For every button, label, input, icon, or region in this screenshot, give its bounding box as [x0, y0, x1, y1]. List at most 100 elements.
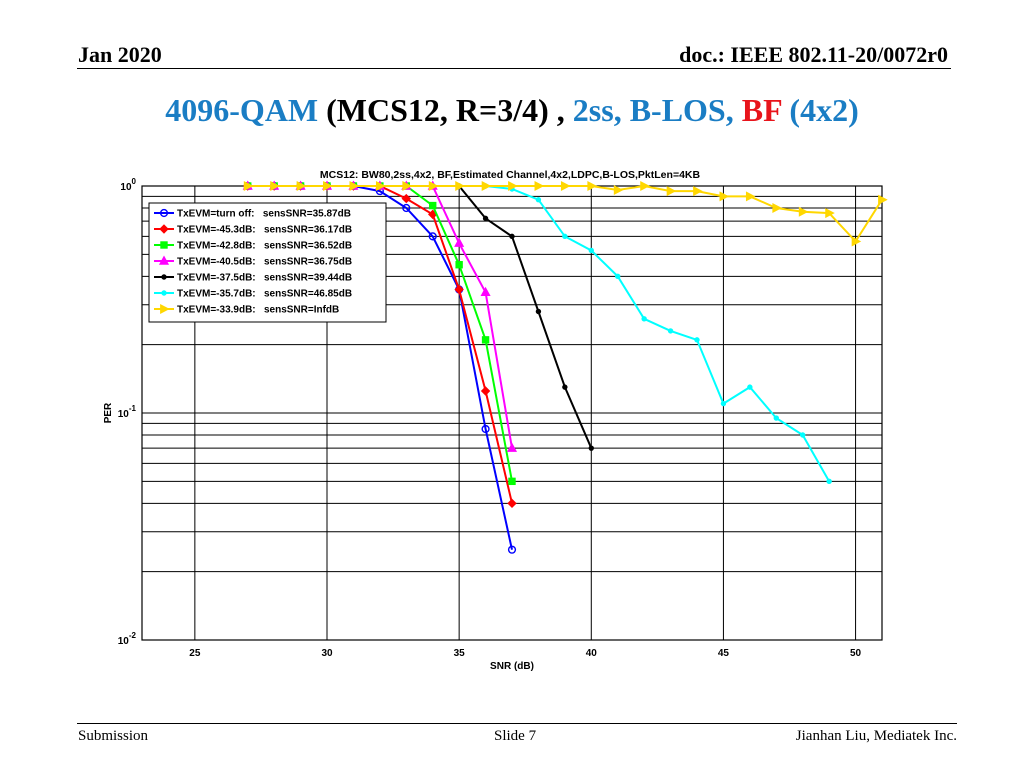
series-5-point [482, 215, 489, 222]
legend-entry: TxEVM=-42.8dB: sensSNR=36.52dB [177, 241, 352, 252]
y-tick-base: 10 [118, 409, 130, 420]
series-7-point [560, 180, 571, 192]
series-5-point [535, 308, 542, 315]
series-6-point [694, 337, 700, 343]
x-tick-label: 40 [586, 648, 598, 659]
footer-author: Jianhan Liu, Mediatek Inc. [795, 728, 957, 744]
y-tick-label: 100 [120, 177, 136, 193]
y-tick-exponent: -2 [129, 631, 137, 640]
series-6-point [800, 432, 806, 438]
legend-swatch-marker [159, 224, 169, 234]
series-3-point [508, 477, 516, 486]
series-2-point [454, 284, 464, 295]
series-7-point [349, 180, 360, 192]
series-6-point [826, 478, 832, 485]
series-7-point [375, 180, 386, 192]
series-1-point [481, 424, 490, 434]
series-7-point [693, 186, 703, 197]
series-5-point [562, 384, 568, 390]
series-7-point [508, 180, 518, 192]
series-6-point [588, 247, 594, 254]
series-7-point [851, 236, 862, 247]
series-7-point [296, 180, 307, 192]
legend-swatch-marker [159, 208, 169, 218]
series-7-point [270, 180, 280, 192]
series-3-point [455, 261, 463, 269]
series-6-point [615, 273, 621, 280]
series-4-point [454, 237, 465, 247]
x-axis-label: SNR (dB) [490, 661, 534, 672]
title-bf: BF [741, 92, 782, 128]
series-7-point [666, 186, 677, 197]
series-7-point [587, 180, 597, 192]
series-4-point [480, 286, 491, 297]
legend-entry: TxEVM=-45.3dB: sensSNR=36.17dB [177, 225, 352, 236]
series-7-point [613, 184, 624, 196]
series-7-point [402, 180, 412, 192]
footer-submission: Submission [78, 728, 149, 744]
series-7-point [640, 180, 650, 192]
legend-entry: TxEVM=turn off: sensSNR=35.87dB [177, 209, 351, 220]
series-2-point [480, 386, 491, 396]
title-mcs: (MCS12, R=3/4) , [318, 92, 573, 128]
legend-entry: TxEVM=-40.5dB: sensSNR=36.75dB [177, 257, 352, 268]
legend-swatch-marker [158, 255, 170, 265]
title-config: 2ss, B-LOS, [572, 92, 742, 128]
series-6-point [773, 415, 779, 421]
legend-entry: TxEVM=-35.7dB: sensSNR=46.85dB [177, 289, 352, 300]
series-7-point [798, 206, 809, 217]
series-6-point [747, 384, 753, 390]
series-6-point [720, 400, 727, 407]
title-modulation: 4096-QAM [165, 92, 319, 128]
header-date: Jan 2020 [78, 42, 162, 67]
legend-entry: TxEVM=-33.9dB: sensSNR=InfdB [177, 305, 339, 316]
series-7-point [534, 180, 545, 192]
series-6-point [535, 197, 542, 203]
header-rule [77, 68, 951, 69]
series-3-point [429, 201, 437, 210]
x-tick-label: 45 [718, 648, 730, 659]
footer-rule [77, 723, 957, 724]
series-1-point [507, 545, 517, 554]
series-3-point [481, 336, 490, 344]
legend-swatch-marker [161, 290, 167, 296]
series-6-point [641, 316, 647, 322]
x-tick-label: 25 [189, 648, 201, 659]
y-tick-exponent: -1 [129, 404, 137, 413]
series-7-point [428, 180, 439, 192]
footer-slide-number: Slide 7 [494, 728, 537, 744]
chart-title: MCS12: BW80,2ss,4x2, BF,Estimated Channe… [320, 169, 701, 181]
slide-title: 4096-QAM (MCS12, R=3/4) , 2ss, B-LOS, BF… [0, 92, 1024, 129]
series-7-point [745, 191, 756, 202]
series-7-point [243, 180, 254, 192]
series-1-point [428, 232, 437, 241]
series-6-point [562, 233, 568, 240]
x-tick-label: 50 [850, 648, 862, 659]
y-tick-base: 10 [120, 182, 132, 193]
legend-entry: TxEVM=-37.5dB: sensSNR=39.44dB [177, 273, 352, 284]
series-7-point [455, 180, 465, 192]
series-6-point [667, 328, 674, 334]
series-7-point [825, 208, 835, 219]
legend-swatch-marker [161, 274, 167, 280]
y-tick-base: 10 [118, 636, 130, 647]
header-doc-id: doc.: IEEE 802.11-20/0072r0 [679, 42, 948, 67]
legend-box [148, 202, 387, 323]
series-7-point [481, 180, 492, 192]
x-tick-label: 30 [321, 648, 333, 659]
x-tick-label: 35 [454, 648, 466, 659]
series-7-point [772, 202, 782, 214]
series-2-point [507, 498, 517, 509]
y-axis-label: PER [103, 402, 114, 423]
series-7-point [719, 191, 730, 202]
series-5-point [509, 233, 515, 240]
series-7-point [323, 180, 333, 192]
legend-swatch-marker [160, 303, 170, 315]
title-antenna: (4x2) [781, 92, 859, 128]
series-1-point [402, 203, 411, 213]
series-5-point [588, 445, 594, 451]
legend-swatch-marker [160, 241, 168, 249]
y-tick-exponent: 0 [132, 177, 137, 186]
y-tick-label: 10-1 [118, 404, 137, 420]
